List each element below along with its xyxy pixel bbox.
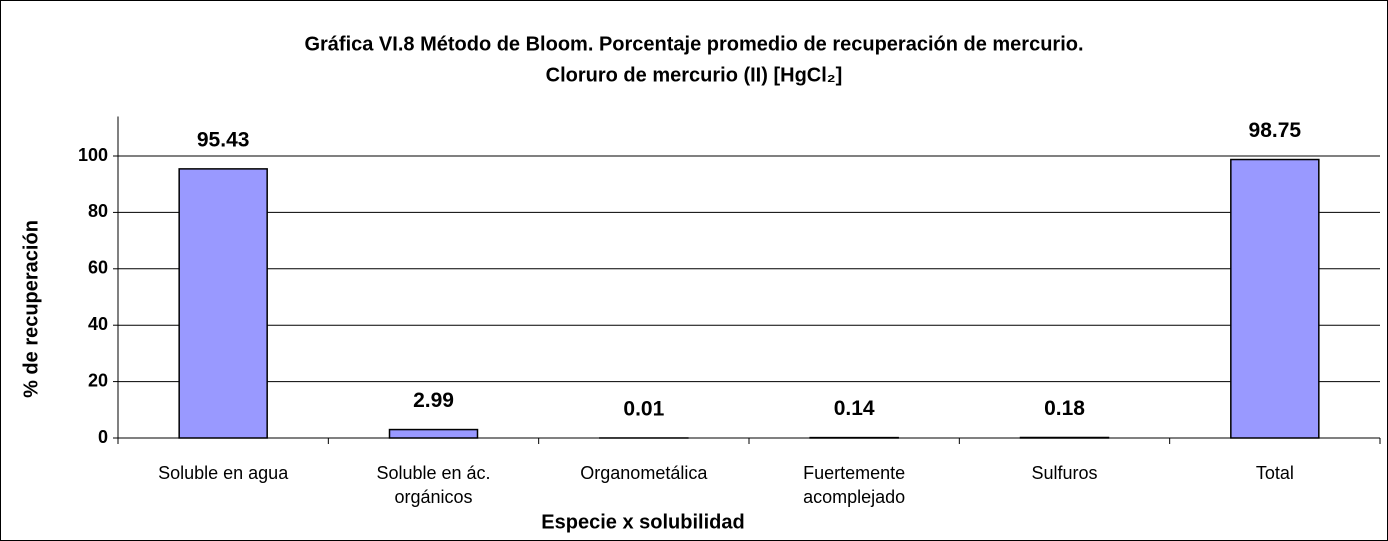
value-label: 0.14 [834, 397, 875, 420]
y-tick-label: 60 [88, 258, 108, 278]
y-axis-label: % de recuperación [20, 220, 42, 398]
chart-title: Cloruro de mercurio (II) [HgCl₂] [546, 64, 843, 86]
x-tick-label: Sulfuros [1031, 463, 1097, 483]
x-tick-label: orgánicos [394, 487, 472, 507]
bar [388, 428, 479, 439]
y-tick-label: 0 [98, 427, 108, 447]
y-tick-label: 40 [88, 314, 108, 334]
bar [178, 168, 268, 439]
x-tick-label: Organometálica [580, 463, 708, 483]
value-label: 98.75 [1249, 119, 1302, 142]
x-tick-label: Soluble en ác. [376, 463, 490, 483]
x-tick-label: Fuertemente [803, 463, 905, 483]
x-axis-label: Especie x solubilidad [541, 511, 744, 533]
chart-title: Gráfica VI.8 Método de Bloom. Porcentaje… [304, 33, 1083, 55]
bar [1230, 158, 1320, 439]
value-label: 95.43 [197, 128, 250, 151]
x-tick-label: acomplejado [803, 487, 905, 507]
value-label: 0.01 [623, 398, 664, 421]
x-tick-label: Total [1256, 463, 1294, 483]
value-label: 2.99 [413, 389, 454, 412]
y-tick-label: 80 [88, 201, 108, 221]
y-tick-label: 100 [78, 145, 108, 165]
y-tick-label: 20 [88, 370, 108, 390]
value-label: 0.18 [1044, 397, 1085, 420]
x-tick-label: Soluble en agua [158, 463, 289, 483]
bar [1019, 436, 1110, 439]
